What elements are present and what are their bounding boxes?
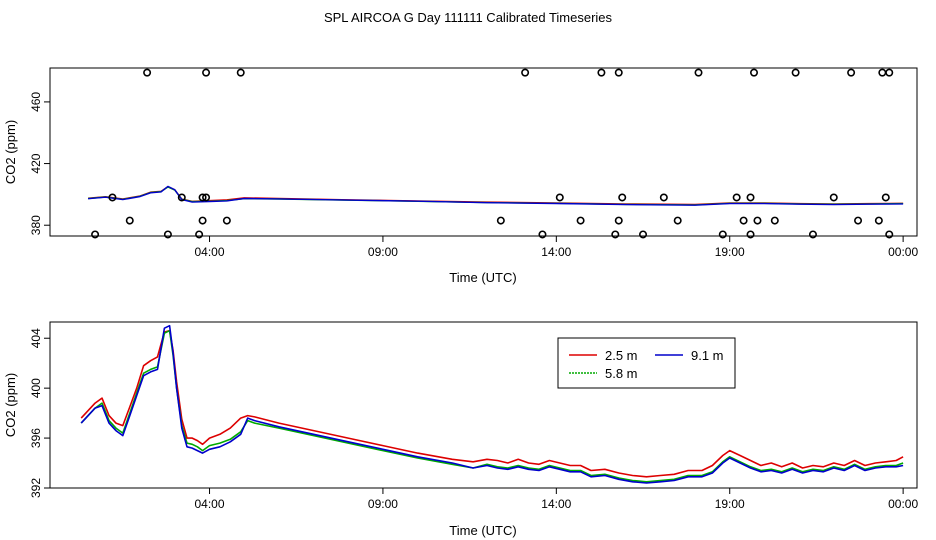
x-tick-label: 19:00	[715, 497, 745, 511]
cal-point	[576, 216, 585, 225]
series-line-5-8-m	[80, 329, 904, 483]
panel-bottom-ticks: 04:00 09:00 14:00 19:00 00:00 392 396 400 404	[29, 328, 918, 511]
cal-point	[198, 216, 207, 225]
cal-point	[739, 216, 748, 225]
x-tick-label: 14:00	[541, 497, 571, 511]
x-tick-label: 09:00	[368, 245, 398, 259]
cal-point	[198, 193, 207, 202]
cal-point	[659, 193, 668, 202]
cal-point	[177, 193, 186, 202]
cal-point	[236, 68, 245, 77]
cal-point	[222, 216, 231, 225]
y-tick-label: 460	[29, 92, 43, 112]
cal-point	[195, 230, 204, 239]
cal-point	[91, 230, 100, 239]
cal-point	[143, 68, 152, 77]
panel-top-ticks: 04:00 09:00 14:00 19:00 00:00 380 420 460	[29, 92, 918, 259]
cal-point	[614, 68, 623, 77]
cal-point	[732, 193, 741, 202]
cal-point	[618, 193, 627, 202]
panel-top-xlabel: Time (UTC)	[449, 270, 516, 285]
cal-point	[750, 68, 759, 77]
cal-point	[538, 230, 547, 239]
cal-point	[885, 230, 894, 239]
legend-label-5-8m: 5.8 m	[605, 366, 638, 381]
y-tick-label: 392	[29, 478, 43, 498]
y-tick-label: 380	[29, 215, 43, 235]
cal-point	[718, 230, 727, 239]
cal-point	[202, 68, 211, 77]
y-tick-label: 396	[29, 428, 43, 448]
panel-top-ylabel: CO2 (ppm)	[3, 120, 18, 184]
cal-point	[885, 68, 894, 77]
panel-bottom-ylabel: CO2 (ppm)	[3, 373, 18, 437]
cal-point	[202, 193, 211, 202]
cal-point	[611, 230, 620, 239]
x-tick-label: 04:00	[195, 245, 225, 259]
panel-top: 04:00 09:00 14:00 19:00 00:00 380 420 460 Time …	[3, 67, 918, 285]
cal-point	[746, 230, 755, 239]
cal-point	[639, 230, 648, 239]
legend: 2.5 m 9.1 m 5.8 m	[557, 337, 736, 389]
legend-label-9-1m: 9.1 m	[691, 348, 724, 363]
legend-label-2-5m: 2.5 m	[605, 348, 638, 363]
cal-point	[496, 216, 505, 225]
y-tick-label: 400	[29, 378, 43, 398]
panel-bottom-xlabel: Time (UTC)	[449, 523, 516, 538]
cal-point	[673, 216, 682, 225]
cal-point	[881, 193, 890, 202]
series-line-9-1-m	[80, 324, 904, 484]
cal-point	[753, 216, 762, 225]
y-tick-label: 420	[29, 153, 43, 173]
legend-box	[557, 337, 736, 389]
x-tick-label: 14:00	[541, 245, 571, 259]
series-line-2-5-m	[80, 329, 904, 478]
panel-bottom-frame	[49, 321, 918, 489]
cal-point	[694, 68, 703, 77]
cal-point	[555, 193, 564, 202]
cal-point	[878, 68, 887, 77]
series-line-9-1-m	[88, 185, 904, 206]
cal-point	[770, 216, 779, 225]
cal-point	[597, 68, 606, 77]
x-tick-label: 19:00	[715, 245, 745, 259]
cal-point	[614, 216, 623, 225]
x-tick-label: 00:00	[888, 497, 918, 511]
cal-point	[163, 230, 172, 239]
cal-point	[874, 216, 883, 225]
cal-point	[808, 230, 817, 239]
cal-point	[847, 68, 856, 77]
x-tick-label: 00:00	[888, 245, 918, 259]
cal-point	[746, 193, 755, 202]
y-tick-label: 404	[29, 328, 43, 348]
panel-top-frame	[49, 67, 918, 237]
panel-top-marks	[88, 68, 904, 239]
chart-title: SPL AIRCOA G Day 111111 Calibrated Times…	[324, 10, 613, 25]
x-tick-label: 04:00	[195, 497, 225, 511]
cal-point	[791, 68, 800, 77]
cal-point	[854, 216, 863, 225]
x-tick-label: 09:00	[368, 497, 398, 511]
panel-bottom-marks	[80, 324, 904, 484]
panel-bottom: 04:00 09:00 14:00 19:00 00:00 392 396 400 404 Ti…	[3, 321, 918, 538]
cal-point	[108, 193, 117, 202]
cal-point	[521, 68, 530, 77]
cal-point	[125, 216, 134, 225]
cal-point	[829, 193, 838, 202]
